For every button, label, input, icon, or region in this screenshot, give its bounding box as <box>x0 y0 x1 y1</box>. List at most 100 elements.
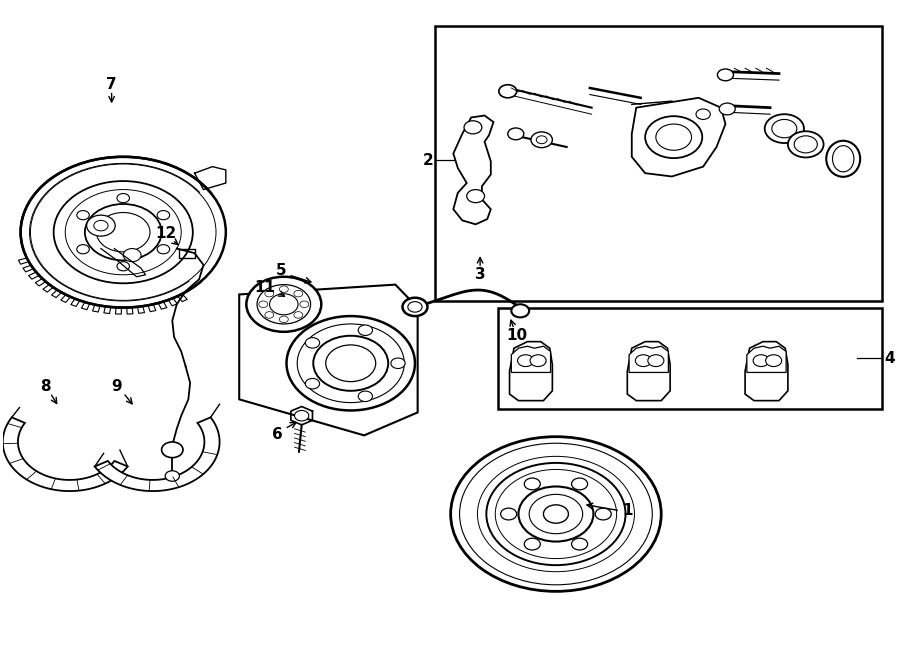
Circle shape <box>123 249 141 262</box>
Circle shape <box>635 355 652 367</box>
Circle shape <box>645 116 702 158</box>
Circle shape <box>300 301 309 307</box>
Circle shape <box>86 215 115 236</box>
Circle shape <box>391 358 405 369</box>
Circle shape <box>94 220 108 231</box>
Polygon shape <box>509 342 553 401</box>
Polygon shape <box>627 342 670 401</box>
Circle shape <box>279 316 288 323</box>
Text: 1: 1 <box>622 503 633 518</box>
Circle shape <box>765 114 804 143</box>
Text: 11: 11 <box>254 280 274 295</box>
Circle shape <box>467 190 484 203</box>
Circle shape <box>76 211 89 219</box>
Circle shape <box>31 164 216 300</box>
Polygon shape <box>632 98 725 176</box>
Polygon shape <box>454 116 493 224</box>
Polygon shape <box>3 417 128 491</box>
Circle shape <box>85 204 162 260</box>
Text: 7: 7 <box>106 77 117 92</box>
Circle shape <box>358 325 373 336</box>
Circle shape <box>158 245 169 254</box>
Circle shape <box>544 505 569 524</box>
Circle shape <box>495 469 617 559</box>
Circle shape <box>117 262 130 271</box>
Polygon shape <box>629 346 669 372</box>
Polygon shape <box>94 417 220 491</box>
Circle shape <box>294 312 302 318</box>
Bar <box>436 26 882 301</box>
Circle shape <box>402 297 428 316</box>
Circle shape <box>305 338 320 348</box>
Circle shape <box>297 324 404 403</box>
Circle shape <box>477 456 634 572</box>
Circle shape <box>294 410 309 421</box>
Circle shape <box>525 538 540 550</box>
Circle shape <box>648 355 664 367</box>
Circle shape <box>269 293 298 315</box>
Circle shape <box>166 471 179 481</box>
Text: 12: 12 <box>156 226 176 241</box>
Polygon shape <box>747 346 786 372</box>
Text: 10: 10 <box>506 329 527 343</box>
Circle shape <box>486 463 626 565</box>
Circle shape <box>247 277 321 332</box>
Circle shape <box>162 442 183 457</box>
Circle shape <box>572 538 588 550</box>
Bar <box>409 301 423 312</box>
Circle shape <box>525 478 540 490</box>
Circle shape <box>656 124 691 150</box>
Circle shape <box>766 355 782 367</box>
Circle shape <box>595 508 611 520</box>
Circle shape <box>65 190 181 275</box>
Circle shape <box>464 121 482 134</box>
Circle shape <box>508 128 524 139</box>
Circle shape <box>536 136 547 143</box>
Circle shape <box>313 336 388 391</box>
Circle shape <box>305 379 320 389</box>
Polygon shape <box>511 346 551 372</box>
Text: 6: 6 <box>272 426 283 442</box>
Circle shape <box>511 304 529 317</box>
Text: 9: 9 <box>112 379 122 394</box>
Circle shape <box>326 345 375 381</box>
Circle shape <box>460 444 652 585</box>
Circle shape <box>286 316 415 410</box>
Bar <box>498 307 882 409</box>
Circle shape <box>265 312 274 318</box>
Ellipse shape <box>826 141 860 176</box>
Circle shape <box>294 290 302 297</box>
Circle shape <box>717 69 734 81</box>
Text: 4: 4 <box>885 350 895 366</box>
Ellipse shape <box>832 145 854 172</box>
Polygon shape <box>239 285 418 436</box>
Circle shape <box>719 103 735 115</box>
Text: 3: 3 <box>475 267 485 282</box>
Circle shape <box>518 486 593 541</box>
Circle shape <box>518 355 534 367</box>
Circle shape <box>572 478 588 490</box>
Circle shape <box>451 437 662 592</box>
Circle shape <box>117 194 130 203</box>
Circle shape <box>259 301 268 307</box>
Circle shape <box>158 211 169 219</box>
Polygon shape <box>745 342 788 401</box>
Circle shape <box>96 213 150 252</box>
Text: 2: 2 <box>423 153 434 168</box>
Circle shape <box>531 132 553 147</box>
Text: 5: 5 <box>275 262 286 278</box>
Circle shape <box>530 355 546 367</box>
Circle shape <box>358 391 373 401</box>
Circle shape <box>529 494 582 533</box>
Circle shape <box>54 181 193 284</box>
Circle shape <box>794 136 817 153</box>
Circle shape <box>753 355 770 367</box>
Circle shape <box>696 109 710 120</box>
Text: 8: 8 <box>40 379 51 394</box>
Circle shape <box>21 157 226 307</box>
Circle shape <box>265 290 274 297</box>
Circle shape <box>772 120 796 137</box>
Circle shape <box>76 245 89 254</box>
Circle shape <box>500 508 517 520</box>
Circle shape <box>279 286 288 292</box>
